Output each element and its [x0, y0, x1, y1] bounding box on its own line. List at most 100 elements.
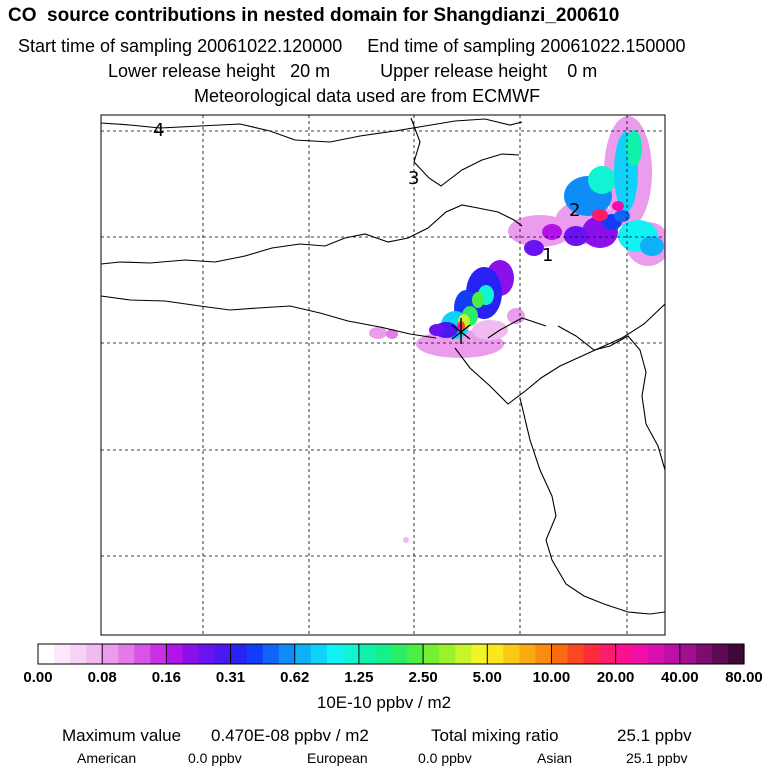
european-value: 0.0 ppbv — [418, 750, 472, 766]
colorbar-segment — [583, 644, 601, 664]
colorbar-segment — [599, 644, 617, 664]
plume-cell — [592, 209, 608, 221]
contour-label-2: 2 — [569, 200, 580, 221]
colorbar-segment — [118, 644, 135, 664]
colorbar-segment — [214, 644, 232, 664]
colorbar-segment — [326, 644, 344, 664]
plume-cell — [472, 320, 508, 340]
plume-cell — [614, 210, 630, 222]
contour-label-3: 3 — [408, 168, 419, 189]
colorbar-segment — [631, 644, 649, 664]
colorbar-tick-label: 0.62 — [280, 669, 310, 686]
colorbar-segment — [182, 644, 200, 664]
colorbar-tick-label: 0.31 — [215, 669, 246, 686]
plume-cell — [542, 224, 562, 240]
colorbar-segment — [487, 644, 504, 664]
colorbar-segment — [471, 644, 488, 664]
colorbar-tick-label: 0.08 — [87, 669, 117, 686]
colorbar-tick-label: 80.00 — [725, 669, 763, 686]
colorbar-segment — [695, 644, 713, 664]
colorbar-segment — [439, 644, 456, 664]
colorbar-segment — [663, 644, 681, 664]
colorbar-segment — [647, 644, 665, 664]
plume-cell — [507, 308, 525, 324]
colorbar-segment — [535, 644, 553, 664]
colorbar-segment — [711, 644, 729, 664]
receptor-marker — [451, 318, 471, 344]
colorbar-tick-label: 1.25 — [344, 669, 374, 686]
total-mixing-value: 25.1 ppbv — [617, 726, 692, 745]
colorbar-segment — [679, 644, 697, 664]
plume-cell — [429, 324, 445, 336]
colorbar-segment — [230, 644, 248, 664]
meteo-source-line: Meteorological data used are from ECMWF — [194, 86, 541, 106]
plot-title: CO source contributions in nested domain… — [8, 5, 620, 26]
coast-south — [519, 397, 665, 615]
plume-cell — [612, 201, 624, 211]
colorbar-segment — [310, 644, 328, 664]
colorbar-segment — [374, 644, 392, 664]
colorbar-segment — [423, 644, 440, 664]
plume-cell — [403, 537, 409, 543]
colorbar-segment — [342, 644, 360, 664]
sampling-time-line: Start time of sampling 20061022.120000 E… — [18, 36, 686, 56]
colorbar-segment — [86, 644, 103, 664]
plume-cell — [386, 329, 398, 339]
colorbar-segment — [102, 644, 119, 664]
plume-cell — [457, 324, 461, 330]
plume-cell — [564, 226, 588, 246]
coast-bay — [101, 295, 437, 339]
plume-cell — [524, 240, 544, 256]
plume-cell — [472, 292, 484, 308]
colorbar-segment — [278, 644, 296, 664]
colorbar-tick-label: 20.00 — [596, 669, 635, 686]
colorbar-segment — [294, 644, 312, 664]
european-label: European — [307, 750, 368, 766]
max-value: 0.470E-08 ppbv / m2 — [211, 726, 369, 745]
coastline-north — [101, 118, 523, 143]
colorbar-segment — [358, 644, 376, 664]
colorbar — [37, 643, 745, 665]
colorbar-segment — [407, 644, 424, 664]
colorbar-tick-label: 10.00 — [532, 669, 571, 686]
plume-cell — [588, 166, 616, 194]
plot-frame — [100, 114, 666, 636]
contour-label-4: 4 — [153, 120, 164, 141]
colorbar-segment — [38, 644, 55, 664]
coast-bohai — [487, 317, 547, 339]
colorbar-unit: 10E-10 ppbv / m2 — [316, 693, 452, 712]
max-value-label: Maximum value — [62, 726, 182, 745]
colorbar-tick-label: 2.50 — [408, 669, 438, 686]
asian-value: 25.1 ppbv — [626, 750, 688, 766]
coastlines — [101, 117, 665, 615]
colorbar-segment — [166, 644, 184, 664]
colorbar-segment — [455, 644, 472, 664]
plume-field — [369, 116, 665, 543]
colorbar-segment — [503, 644, 520, 664]
colorbar-segment — [70, 644, 87, 664]
colorbar-tick-label: 0.00 — [23, 669, 53, 686]
colorbar-segment — [134, 644, 151, 664]
colorbar-tick-label: 5.00 — [472, 669, 502, 686]
coastline-mid — [101, 204, 523, 265]
plume-cell — [369, 327, 387, 339]
american-label: American — [77, 750, 137, 766]
asian-label: Asian — [537, 750, 573, 766]
plume-cell — [640, 236, 664, 256]
colorbar-segment — [615, 644, 633, 664]
coast-east — [454, 303, 665, 405]
border-west — [410, 117, 520, 187]
american-value: 0.0 ppbv — [188, 750, 242, 766]
colorbar-segment — [150, 644, 167, 664]
colorbar-tick-label: 0.16 — [151, 669, 181, 686]
colorbar-segment — [727, 644, 745, 664]
colorbar-segment — [262, 644, 280, 664]
lat-lon-grid — [101, 115, 665, 635]
total-mixing-label: Total mixing ratio — [431, 726, 559, 745]
colorbar-segment — [567, 644, 585, 664]
border-east — [557, 325, 665, 471]
release-height-line: Lower release height 20 m Upper release … — [108, 61, 598, 81]
colorbar-segment — [519, 644, 537, 664]
colorbar-segment — [246, 644, 264, 664]
